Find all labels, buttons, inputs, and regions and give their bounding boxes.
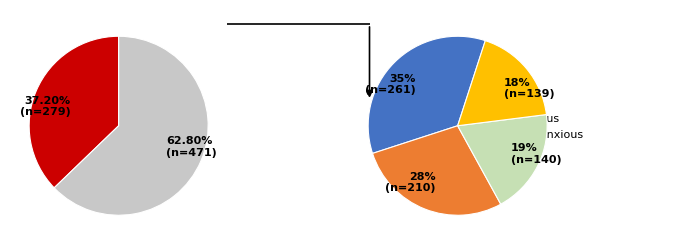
Wedge shape: [368, 37, 485, 154]
Wedge shape: [458, 115, 547, 204]
Text: 19%
(n=140): 19% (n=140): [511, 142, 561, 164]
Wedge shape: [54, 37, 208, 216]
Text: 28%
(n=210): 28% (n=210): [385, 171, 435, 192]
Wedge shape: [458, 42, 546, 126]
Wedge shape: [29, 37, 119, 188]
Text: 62.80%
(n=471): 62.80% (n=471): [166, 136, 217, 157]
Legend: Anxious, Not Anxious: Anxious, Not Anxious: [498, 114, 583, 139]
Text: 37.20%
(n=279): 37.20% (n=279): [20, 95, 71, 117]
Wedge shape: [372, 126, 501, 216]
Text: 18%
(n=139): 18% (n=139): [504, 78, 555, 99]
Text: 35%
(n=261): 35% (n=261): [365, 73, 415, 95]
